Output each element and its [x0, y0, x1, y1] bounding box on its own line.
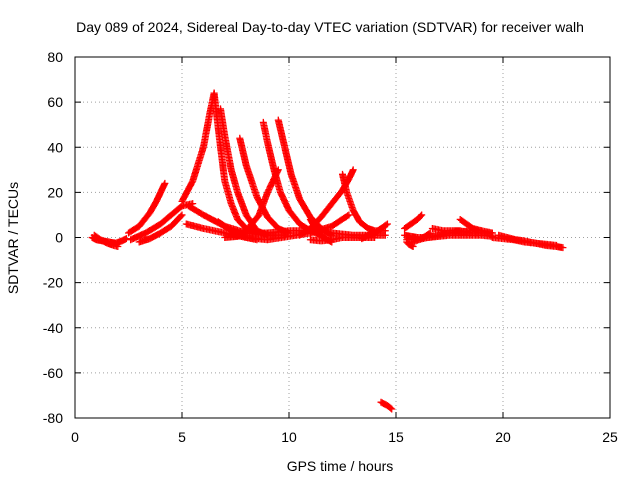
y-tick-label: 20: [47, 184, 63, 200]
chart-title: Day 089 of 2024, Sidereal Day-to-day VTE…: [76, 19, 584, 35]
series-arc-20: [306, 215, 336, 246]
series-arc-14: [221, 166, 282, 241]
series-arc-02: [90, 231, 122, 251]
series-trace: [137, 212, 185, 246]
series-trace: [402, 212, 425, 232]
y-tick-label: -80: [43, 410, 63, 426]
series-trace: [404, 239, 416, 250]
series-trace: [411, 230, 433, 245]
x-tick-label: 0: [71, 429, 79, 445]
x-tick-label: 25: [602, 429, 618, 445]
y-tick-label: -40: [43, 320, 63, 336]
series-trace: [222, 167, 282, 241]
series-trace: [275, 118, 334, 238]
y-tick-label: 40: [47, 139, 63, 155]
series-arc-15: [214, 218, 261, 244]
series-arc-27: [403, 238, 417, 251]
series-trace: [217, 106, 270, 239]
series-trace: [126, 181, 168, 236]
series-arc-29: [456, 215, 486, 235]
series-arc-21: [358, 220, 391, 243]
series-trace: [359, 221, 390, 242]
series-trace: [92, 232, 120, 250]
x-tick-label: 20: [495, 429, 511, 445]
x-axis-label: GPS time / hours: [287, 458, 394, 474]
y-tick-label: -60: [43, 365, 63, 381]
y-axis-label: SDTVAR / TECUs: [5, 182, 21, 294]
series-arc-31: [495, 231, 560, 249]
series-trace: [378, 399, 395, 412]
series-trace: [216, 219, 259, 243]
axis-ticks: 0 5 10 15 20 25 -80 -60 -40 -20 0 20 40 60 80: [43, 49, 618, 445]
y-tick-label: 0: [55, 230, 63, 246]
y-tick-label: 60: [47, 94, 63, 110]
x-tick-label: 5: [178, 429, 186, 445]
series-arc-03: [125, 179, 169, 237]
y-tick-label: 80: [47, 49, 63, 65]
x-tick-label: 15: [388, 429, 404, 445]
series-trace: [179, 91, 218, 204]
series-trace: [496, 232, 559, 249]
series-arc-05: [135, 211, 186, 246]
x-tick-label: 10: [281, 429, 297, 445]
series-trace: [458, 216, 484, 234]
data-points: [88, 89, 567, 413]
series-arc-28: [428, 224, 496, 237]
y-tick-label: -20: [43, 275, 63, 291]
series-trace: [307, 217, 335, 245]
series-arc-22: [377, 398, 396, 413]
series-arc-23: [401, 211, 426, 232]
series-trace: [210, 91, 270, 237]
